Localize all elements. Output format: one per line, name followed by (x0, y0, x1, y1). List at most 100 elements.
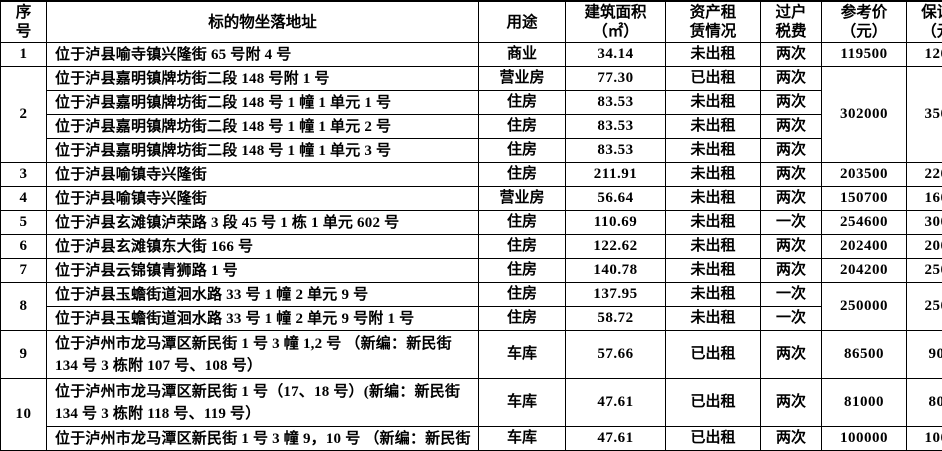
header-row: 序 号 标的物坐落地址 用途 建筑面积 （㎡） 资产租 赁情况 过户 税费 参考… (1, 1, 942, 43)
address-line: 位于泸县喻镇寺兴隆街 (55, 188, 476, 210)
cell-address: 位于泸县喻镇寺兴隆街 (47, 187, 479, 211)
cell-rental-status: 未出租 (666, 211, 761, 235)
cell-area: 77.30 (566, 67, 666, 91)
cell-use: 住房 (479, 163, 566, 187)
cell-transfer-tax: 两次 (761, 259, 822, 283)
cell-rental-status: 未出租 (666, 187, 761, 211)
cell-address: 位于泸县玉蟾街道洄水路 33 号 1 幢 2 单元 9 号 (47, 283, 479, 307)
cell-address: 位于泸州市龙马潭区新民街 1 号 3 幢 9，10 号 （新编：新民街 (47, 427, 479, 451)
column-header-rental-status-line1: 资产租 (668, 3, 758, 22)
cell-address: 位于泸县嘉明镇牌坊街二段 148 号 1 幢 1 单元 1 号 (47, 91, 479, 115)
cell-use: 商业 (479, 43, 566, 67)
column-header-reference-price-line2: （元） (824, 22, 904, 41)
cell-use: 车库 (479, 379, 566, 427)
column-header-rental-status-line2: 赁情况 (668, 22, 758, 41)
cell-area: 83.53 (566, 115, 666, 139)
column-header-sequence-line2: 号 (3, 22, 44, 41)
cell-deposit: 25000 (907, 283, 942, 331)
cell-use: 车库 (479, 427, 566, 451)
cell-address: 位于泸县玄滩镇泸荣路 3 段 45 号 1 栋 1 单元 602 号 (47, 211, 479, 235)
cell-use: 住房 (479, 307, 566, 331)
cell-deposit: 9000 (907, 331, 942, 379)
cell-reference-price: 150700 (822, 187, 907, 211)
cell-use: 住房 (479, 211, 566, 235)
address-line: 位于泸县玄滩镇泸荣路 3 段 45 号 1 栋 1 单元 602 号 (55, 212, 476, 234)
column-header-reference-price-line1: 参考价 (824, 3, 904, 22)
cell-rental-status: 未出租 (666, 307, 761, 331)
cell-sequence: 5 (1, 211, 47, 235)
cell-area: 83.53 (566, 91, 666, 115)
address-line: 134 号 3 栋附 107 号、108 号） (55, 355, 476, 377)
cell-address: 位于泸县喻镇寺兴隆街 (47, 163, 479, 187)
cell-reference-price: 254600 (822, 211, 907, 235)
column-header-deposit-line1: 保证金 (909, 3, 942, 22)
cell-area: 140.78 (566, 259, 666, 283)
cell-area: 58.72 (566, 307, 666, 331)
address-line: 位于泸县嘉明镇牌坊街二段 148 号 1 幢 1 单元 2 号 (55, 116, 476, 138)
column-header-address: 标的物坐落地址 (47, 1, 479, 43)
address-line: 位于泸州市龙马潭区新民街 1 号 3 幢 9，10 号 （新编：新民街 (55, 428, 476, 450)
cell-rental-status: 未出租 (666, 43, 761, 67)
cell-area: 34.14 (566, 43, 666, 67)
cell-transfer-tax: 两次 (761, 427, 822, 451)
cell-rental-status: 已出租 (666, 67, 761, 91)
address-line: 位于泸县嘉明镇牌坊街二段 148 号 1 幢 1 单元 3 号 (55, 140, 476, 162)
cell-deposit: 16000 (907, 187, 942, 211)
cell-reference-price: 100000 (822, 427, 907, 451)
cell-transfer-tax: 两次 (761, 187, 822, 211)
cell-sequence: 3 (1, 163, 47, 187)
cell-transfer-tax: 两次 (761, 235, 822, 259)
cell-use: 住房 (479, 259, 566, 283)
cell-transfer-tax: 两次 (761, 331, 822, 379)
address-line: 134 号 3 栋附 118 号、119 号） (55, 403, 476, 425)
column-header-rental-status: 资产租 赁情况 (666, 1, 761, 43)
address-line: 位于泸县嘉明镇牌坊街二段 148 号 1 幢 1 单元 1 号 (55, 92, 476, 114)
cell-address: 位于泸县喻寺镇兴隆街 65 号附 4 号 (47, 43, 479, 67)
column-header-area-line2: （㎡） (568, 22, 663, 41)
address-line: 位于泸县玄滩镇东大街 166 号 (55, 236, 476, 258)
cell-rental-status: 未出租 (666, 163, 761, 187)
cell-sequence: 10 (1, 379, 47, 451)
table-header: 序 号 标的物坐落地址 用途 建筑面积 （㎡） 资产租 赁情况 过户 税费 参考… (1, 1, 942, 43)
cell-reference-price: 202400 (822, 235, 907, 259)
cell-transfer-tax: 两次 (761, 115, 822, 139)
cell-deposit: 20000 (907, 235, 942, 259)
cell-use: 住房 (479, 235, 566, 259)
cell-area: 110.69 (566, 211, 666, 235)
cell-use: 住房 (479, 91, 566, 115)
cell-rental-status: 未出租 (666, 283, 761, 307)
column-header-transfer-tax-line1: 过户 (763, 3, 819, 22)
cell-deposit: 25000 (907, 259, 942, 283)
cell-transfer-tax: 两次 (761, 67, 822, 91)
cell-area: 122.62 (566, 235, 666, 259)
column-header-sequence-line1: 序 (3, 3, 44, 22)
cell-area: 83.53 (566, 139, 666, 163)
column-header-area-line1: 建筑面积 (568, 3, 663, 22)
cell-use: 住房 (479, 115, 566, 139)
cell-transfer-tax: 两次 (761, 91, 822, 115)
cell-sequence: 6 (1, 235, 47, 259)
cell-deposit: 10000 (907, 427, 942, 451)
cell-area: 47.61 (566, 427, 666, 451)
cell-sequence: 9 (1, 331, 47, 379)
column-header-deposit-line2: （元） (909, 22, 942, 41)
cell-area: 47.61 (566, 379, 666, 427)
cell-area: 57.66 (566, 331, 666, 379)
cell-deposit: 35000 (907, 67, 942, 163)
cell-rental-status: 未出租 (666, 259, 761, 283)
cell-rental-status: 未出租 (666, 91, 761, 115)
cell-reference-price: 204200 (822, 259, 907, 283)
cell-address: 位于泸县玉蟾街道洄水路 33 号 1 幢 2 单元 9 号附 1 号 (47, 307, 479, 331)
cell-rental-status: 已出租 (666, 379, 761, 427)
